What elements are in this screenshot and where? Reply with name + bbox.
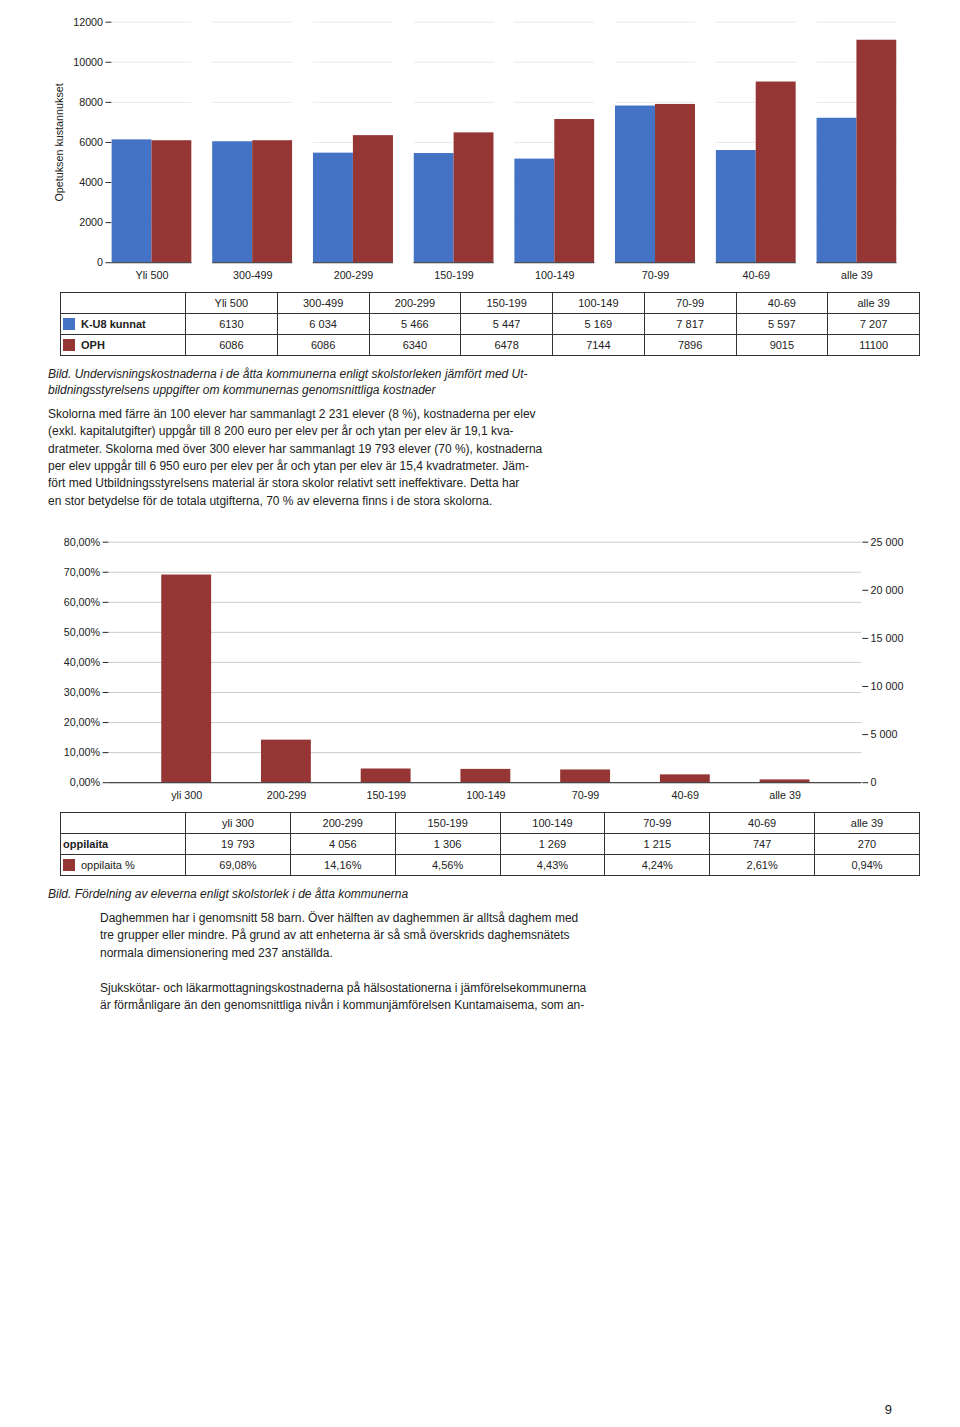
svg-text:10 000: 10 000 bbox=[871, 680, 904, 692]
html-text:200-299: 200-299 bbox=[394, 296, 436, 309]
svg-text:Opetuksen kustannukset: Opetuksen kustannukset bbox=[53, 83, 65, 201]
html-text:Skolorna med färre än 100 elev: Skolorna med färre än 100 elever har sam… bbox=[48, 406, 543, 508]
html-text:4,24%: 4,24% bbox=[641, 858, 673, 871]
svg-text:6000: 6000 bbox=[79, 136, 103, 148]
svg-text:Yli 500: Yli 500 bbox=[136, 269, 169, 281]
html-text:40-69: 40-69 bbox=[767, 296, 796, 309]
html-text:Yli 500: Yli 500 bbox=[214, 296, 249, 309]
html-text:150-199: 150-199 bbox=[486, 296, 527, 309]
html-text:70-99: 70-99 bbox=[643, 816, 672, 829]
svg-text:yli 300: yli 300 bbox=[171, 789, 202, 801]
svg-text:40-69: 40-69 bbox=[742, 269, 770, 281]
svg-text:150-199: 150-199 bbox=[434, 269, 473, 281]
svg-text:0: 0 bbox=[871, 776, 877, 788]
svg-text:0: 0 bbox=[97, 256, 103, 268]
html-text:2,61%: 2,61% bbox=[746, 858, 778, 871]
svg-text:30,00%: 30,00% bbox=[64, 686, 101, 698]
html-text:40-69: 40-69 bbox=[748, 816, 777, 829]
svg-text:70-99: 70-99 bbox=[642, 269, 670, 281]
svg-text:20,00%: 20,00% bbox=[64, 716, 101, 728]
html-text:9: 9 bbox=[884, 1402, 892, 1417]
html-text:Bild. Fördelning av eleverna e: Bild. Fördelning av eleverna enligt skol… bbox=[48, 886, 409, 901]
svg-text:alle 39: alle 39 bbox=[841, 269, 873, 281]
svg-text:5 000: 5 000 bbox=[871, 728, 898, 740]
html-text:1 306: 1 306 bbox=[433, 837, 462, 850]
svg-text:50,00%: 50,00% bbox=[64, 626, 101, 638]
html-text:oppilaita: oppilaita bbox=[63, 837, 109, 850]
svg-text:alle 39: alle 39 bbox=[769, 789, 801, 801]
svg-text:70,00%: 70,00% bbox=[64, 566, 101, 578]
html-text:150-199: 150-199 bbox=[427, 816, 468, 829]
html-text:300-499: 300-499 bbox=[302, 296, 344, 309]
html-text:270: 270 bbox=[857, 837, 877, 850]
html-text:747: 747 bbox=[753, 837, 772, 850]
html-text:11100: 11100 bbox=[859, 338, 889, 351]
html-text:7896: 7896 bbox=[677, 338, 703, 351]
html-text:7 817: 7 817 bbox=[676, 317, 704, 330]
svg-text:20 000: 20 000 bbox=[871, 584, 904, 596]
html-text:1 215: 1 215 bbox=[643, 837, 672, 850]
svg-text:200-299: 200-299 bbox=[334, 269, 373, 281]
html-text:6340: 6340 bbox=[402, 338, 428, 351]
html-text:6086: 6086 bbox=[310, 338, 336, 351]
html-text:5 597: 5 597 bbox=[768, 317, 796, 330]
svg-text:100-149: 100-149 bbox=[466, 789, 505, 801]
html-text:6 034: 6 034 bbox=[309, 317, 337, 330]
svg-text:150-199: 150-199 bbox=[366, 789, 405, 801]
html-text:5 169: 5 169 bbox=[584, 317, 613, 330]
svg-text:100-149: 100-149 bbox=[535, 269, 574, 281]
svg-text:15 000: 15 000 bbox=[871, 632, 904, 644]
html-text:yli 300: yli 300 bbox=[222, 816, 254, 829]
html-text:6478: 6478 bbox=[494, 338, 519, 351]
html-text:6086: 6086 bbox=[219, 338, 244, 351]
html-text:4,43%: 4,43% bbox=[536, 858, 568, 871]
html-text:Bild. Undervisningskostnaderna: Bild. Undervisningskostnaderna i de åtta… bbox=[48, 366, 528, 397]
svg-text:2000: 2000 bbox=[79, 216, 103, 228]
html-text:alle 39: alle 39 bbox=[850, 816, 884, 829]
svg-text:8000: 8000 bbox=[79, 96, 103, 108]
html-text:200-299: 200-299 bbox=[322, 816, 363, 829]
html-text:7 207: 7 207 bbox=[859, 317, 888, 330]
html-text:14,16%: 14,16% bbox=[324, 858, 362, 871]
svg-text:70-99: 70-99 bbox=[572, 789, 600, 801]
html-text:Daghemmen har i genomsnitt 58: Daghemmen har i genomsnitt 58 barn. Över… bbox=[100, 911, 587, 1012]
svg-text:0,00%: 0,00% bbox=[70, 776, 101, 788]
html-text:9015: 9015 bbox=[769, 338, 795, 351]
svg-text:12000: 12000 bbox=[73, 16, 103, 28]
html-text:70-99: 70-99 bbox=[676, 296, 705, 309]
svg-text:25 000: 25 000 bbox=[871, 536, 904, 548]
html-text:100-149: 100-149 bbox=[578, 296, 619, 309]
html-text:OPH: OPH bbox=[81, 338, 105, 351]
svg-text:80,00%: 80,00% bbox=[64, 536, 101, 548]
html-text:K-U8 kunnat: K-U8 kunnat bbox=[81, 317, 146, 330]
html-text:0,94%: 0,94% bbox=[851, 858, 883, 871]
html-text:7144: 7144 bbox=[586, 338, 611, 351]
svg-text:10,00%: 10,00% bbox=[64, 746, 101, 758]
svg-text:60,00%: 60,00% bbox=[64, 596, 101, 608]
html-text:5 447: 5 447 bbox=[492, 317, 521, 330]
html-text:19 793: 19 793 bbox=[221, 837, 255, 850]
html-text:6130: 6130 bbox=[219, 317, 244, 330]
svg-text:4000: 4000 bbox=[79, 176, 103, 188]
svg-text:40,00%: 40,00% bbox=[64, 656, 101, 668]
html-text:5 466: 5 466 bbox=[401, 317, 429, 330]
html-text:oppilaita %: oppilaita % bbox=[81, 858, 135, 871]
html-text:1 269: 1 269 bbox=[538, 837, 567, 850]
html-text:69,08%: 69,08% bbox=[219, 858, 257, 871]
svg-text:40-69: 40-69 bbox=[672, 789, 700, 801]
html-text:4,56%: 4,56% bbox=[432, 858, 464, 871]
svg-text:10000: 10000 bbox=[73, 56, 103, 68]
html-text:alle 39: alle 39 bbox=[857, 296, 890, 309]
html-text:100-149: 100-149 bbox=[532, 816, 573, 829]
svg-text:200-299: 200-299 bbox=[267, 789, 306, 801]
svg-text:300-499: 300-499 bbox=[233, 269, 272, 281]
html-text:4 056: 4 056 bbox=[329, 837, 357, 850]
